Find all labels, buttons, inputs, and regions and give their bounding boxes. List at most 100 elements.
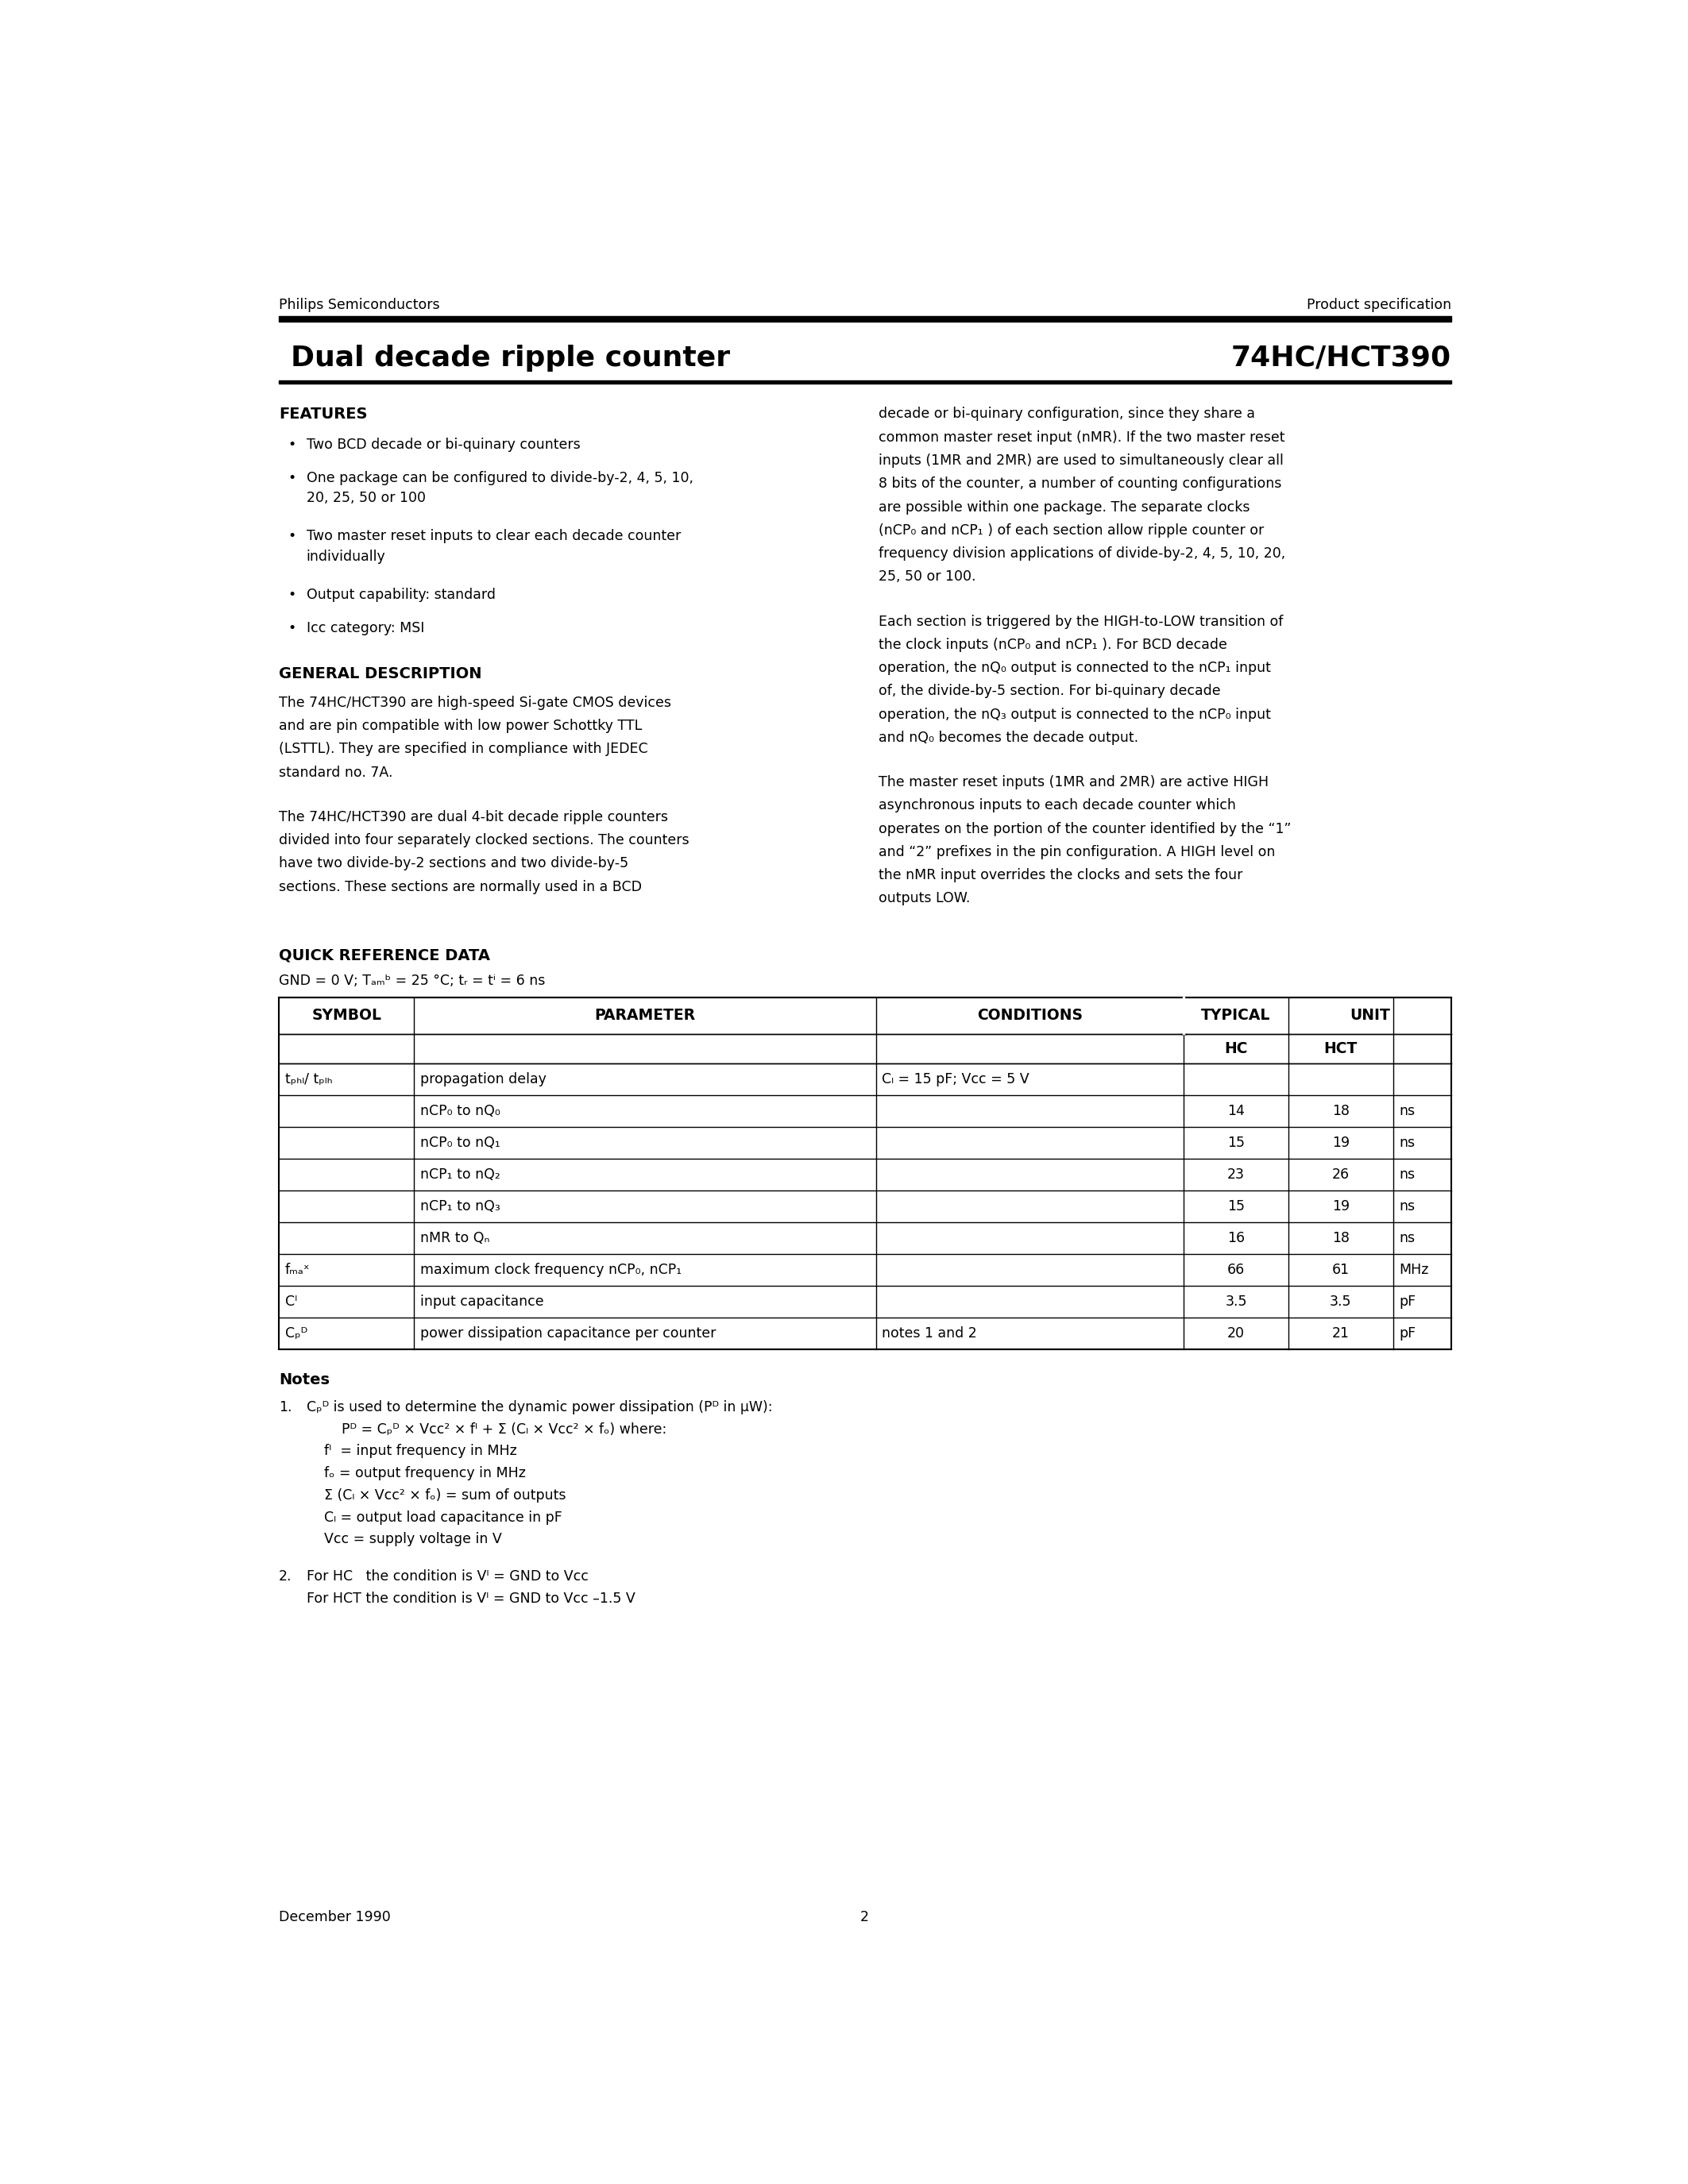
Text: fₘₐˣ: fₘₐˣ: [285, 1262, 311, 1278]
Text: ns: ns: [1399, 1166, 1415, 1182]
Text: 26: 26: [1332, 1166, 1349, 1182]
Text: 2.: 2.: [279, 1570, 292, 1583]
Text: operates on the portion of the counter identified by the “1”: operates on the portion of the counter i…: [879, 821, 1291, 836]
Text: and “2” prefixes in the pin configuration. A HIGH level on: and “2” prefixes in the pin configuratio…: [879, 845, 1276, 858]
Text: Each section is triggered by the HIGH-to-LOW transition of: Each section is triggered by the HIGH-to…: [879, 614, 1283, 629]
Text: Two BCD decade or bi-quinary counters: Two BCD decade or bi-quinary counters: [307, 437, 581, 452]
Text: ns: ns: [1399, 1232, 1415, 1245]
Text: and nQ₀ becomes the decade output.: and nQ₀ becomes the decade output.: [879, 729, 1139, 745]
Text: 15: 15: [1227, 1136, 1244, 1149]
Text: Two master reset inputs to clear each decade counter
individually: Two master reset inputs to clear each de…: [307, 529, 680, 563]
Text: For HCT the condition is Vᴵ = GND to Vᴄᴄ –1.5 V: For HCT the condition is Vᴵ = GND to Vᴄᴄ…: [307, 1592, 635, 1605]
Text: Iᴄᴄ category: MSI: Iᴄᴄ category: MSI: [307, 620, 424, 636]
Text: 66: 66: [1227, 1262, 1244, 1278]
Text: fᴵ  = input frequency in MHz: fᴵ = input frequency in MHz: [307, 1444, 517, 1459]
Text: nMR to Qₙ: nMR to Qₙ: [420, 1232, 490, 1245]
Text: have two divide-by-2 sections and two divide-by-5: have two divide-by-2 sections and two di…: [279, 856, 628, 871]
Text: December 1990: December 1990: [279, 1911, 390, 1924]
Text: operation, the nQ₀ output is connected to the nCP₁ input: operation, the nQ₀ output is connected t…: [879, 662, 1271, 675]
Text: nCP₀ to nQ₁: nCP₀ to nQ₁: [420, 1136, 500, 1149]
Text: 16: 16: [1227, 1232, 1244, 1245]
Text: •: •: [289, 529, 295, 544]
Text: 3.5: 3.5: [1330, 1295, 1352, 1308]
Bar: [279, 380, 1452, 384]
Text: 23: 23: [1227, 1166, 1244, 1182]
Text: MHz: MHz: [1399, 1262, 1428, 1278]
Text: the nMR input overrides the clocks and sets the four: the nMR input overrides the clocks and s…: [879, 867, 1242, 882]
Text: Pᴰ = Cₚᴰ × Vᴄᴄ² × fᴵ + Σ (Cₗ × Vᴄᴄ² × fₒ) where:: Pᴰ = Cₚᴰ × Vᴄᴄ² × fᴵ + Σ (Cₗ × Vᴄᴄ² × fₒ…: [307, 1422, 667, 1437]
Text: 3.5: 3.5: [1225, 1295, 1247, 1308]
Text: 1.: 1.: [279, 1400, 292, 1415]
Text: HCT: HCT: [1323, 1042, 1357, 1057]
Text: 19: 19: [1332, 1136, 1349, 1149]
Text: 25, 50 or 100.: 25, 50 or 100.: [879, 570, 976, 583]
Text: The master reset inputs (1MR and 2MR) are active HIGH: The master reset inputs (1MR and 2MR) ar…: [879, 775, 1269, 788]
Text: standard no. 7A.: standard no. 7A.: [279, 764, 393, 780]
Text: ns: ns: [1399, 1199, 1415, 1214]
Text: Cₚᴰ: Cₚᴰ: [285, 1326, 307, 1341]
Text: 18: 18: [1332, 1232, 1349, 1245]
Text: Output capability: standard: Output capability: standard: [307, 587, 496, 603]
Text: ns: ns: [1399, 1103, 1415, 1118]
Text: •: •: [289, 470, 295, 485]
Text: inputs (1MR and 2MR) are used to simultaneously clear all: inputs (1MR and 2MR) are used to simulta…: [879, 454, 1285, 467]
Text: SYMBOL: SYMBOL: [312, 1009, 381, 1022]
Text: Dual decade ripple counter: Dual decade ripple counter: [290, 345, 731, 371]
Text: •: •: [289, 437, 295, 452]
Text: tₚₕₗ/ tₚₗₕ: tₚₕₗ/ tₚₗₕ: [285, 1072, 333, 1085]
Text: are possible within one package. The separate clocks: are possible within one package. The sep…: [879, 500, 1251, 513]
Text: nCP₀ to nQ₀: nCP₀ to nQ₀: [420, 1103, 500, 1118]
Text: Notes: Notes: [279, 1372, 329, 1387]
Text: One package can be configured to divide-by-2, 4, 5, 10,
20, 25, 50 or 100: One package can be configured to divide-…: [307, 470, 694, 505]
Text: 74HC/HCT390: 74HC/HCT390: [1231, 345, 1452, 371]
Text: asynchronous inputs to each decade counter which: asynchronous inputs to each decade count…: [879, 799, 1236, 812]
Text: CONDITIONS: CONDITIONS: [977, 1009, 1082, 1022]
Text: ns: ns: [1399, 1136, 1415, 1149]
Text: Philips Semiconductors: Philips Semiconductors: [279, 297, 439, 312]
Text: input capacitance: input capacitance: [420, 1295, 544, 1308]
Text: •: •: [289, 620, 295, 636]
Text: The 74HC/HCT390 are dual 4-bit decade ripple counters: The 74HC/HCT390 are dual 4-bit decade ri…: [279, 810, 668, 823]
Text: HC: HC: [1224, 1042, 1247, 1057]
Text: TYPICAL: TYPICAL: [1202, 1009, 1271, 1022]
Text: Σ (Cₗ × Vᴄᴄ² × fₒ) = sum of outputs: Σ (Cₗ × Vᴄᴄ² × fₒ) = sum of outputs: [307, 1487, 565, 1503]
Text: fₒ = output frequency in MHz: fₒ = output frequency in MHz: [307, 1465, 525, 1481]
Text: Cₚᴰ is used to determine the dynamic power dissipation (Pᴰ in μW):: Cₚᴰ is used to determine the dynamic pow…: [307, 1400, 773, 1415]
Text: Cₗ = output load capacitance in pF: Cₗ = output load capacitance in pF: [307, 1509, 562, 1524]
Text: QUICK REFERENCE DATA: QUICK REFERENCE DATA: [279, 948, 490, 963]
Text: 14: 14: [1227, 1103, 1244, 1118]
Text: GENERAL DESCRIPTION: GENERAL DESCRIPTION: [279, 666, 481, 681]
Text: of, the divide-by-5 section. For bi-quinary decade: of, the divide-by-5 section. For bi-quin…: [879, 684, 1220, 699]
Text: 8 bits of the counter, a number of counting configurations: 8 bits of the counter, a number of count…: [879, 476, 1281, 491]
Text: PARAMETER: PARAMETER: [594, 1009, 695, 1022]
Bar: [279, 998, 1452, 1350]
Text: propagation delay: propagation delay: [420, 1072, 547, 1085]
Text: (LSTTL). They are specified in compliance with JEDEC: (LSTTL). They are specified in complianc…: [279, 743, 648, 756]
Text: frequency division applications of divide-by-2, 4, 5, 10, 20,: frequency division applications of divid…: [879, 546, 1286, 561]
Text: nCP₁ to nQ₃: nCP₁ to nQ₃: [420, 1199, 500, 1214]
Text: GND = 0 V; Tₐₘᵇ = 25 °C; tᵣ = tⁱ = 6 ns: GND = 0 V; Tₐₘᵇ = 25 °C; tᵣ = tⁱ = 6 ns: [279, 974, 545, 987]
Text: UNIT: UNIT: [1350, 1009, 1391, 1022]
Text: divided into four separately clocked sections. The counters: divided into four separately clocked sec…: [279, 834, 689, 847]
Text: pF: pF: [1399, 1295, 1416, 1308]
Text: 20: 20: [1227, 1326, 1244, 1341]
Text: 15: 15: [1227, 1199, 1244, 1214]
Text: 19: 19: [1332, 1199, 1349, 1214]
Bar: [279, 317, 1452, 321]
Text: the clock inputs (nCP₀ and nCP₁ ). For BCD decade: the clock inputs (nCP₀ and nCP₁ ). For B…: [879, 638, 1227, 651]
Text: common master reset input (nMR). If the two master reset: common master reset input (nMR). If the …: [879, 430, 1285, 446]
Text: nCP₁ to nQ₂: nCP₁ to nQ₂: [420, 1166, 500, 1182]
Text: 18: 18: [1332, 1103, 1349, 1118]
Text: 2: 2: [861, 1911, 869, 1924]
Text: operation, the nQ₃ output is connected to the nCP₀ input: operation, the nQ₃ output is connected t…: [879, 708, 1271, 721]
Text: For HC   the condition is Vᴵ = GND to Vᴄᴄ: For HC the condition is Vᴵ = GND to Vᴄᴄ: [307, 1570, 589, 1583]
Text: sections. These sections are normally used in a BCD: sections. These sections are normally us…: [279, 880, 641, 893]
Text: 21: 21: [1332, 1326, 1349, 1341]
Text: Cᴵ: Cᴵ: [285, 1295, 297, 1308]
Text: decade or bi-quinary configuration, since they share a: decade or bi-quinary configuration, sinc…: [879, 406, 1256, 422]
Text: •: •: [289, 587, 295, 603]
Text: notes 1 and 2: notes 1 and 2: [883, 1326, 977, 1341]
Text: Vᴄᴄ = supply voltage in V: Vᴄᴄ = supply voltage in V: [307, 1533, 501, 1546]
Text: maximum clock frequency nCP₀, nCP₁: maximum clock frequency nCP₀, nCP₁: [420, 1262, 682, 1278]
Text: power dissipation capacitance per counter: power dissipation capacitance per counte…: [420, 1326, 716, 1341]
